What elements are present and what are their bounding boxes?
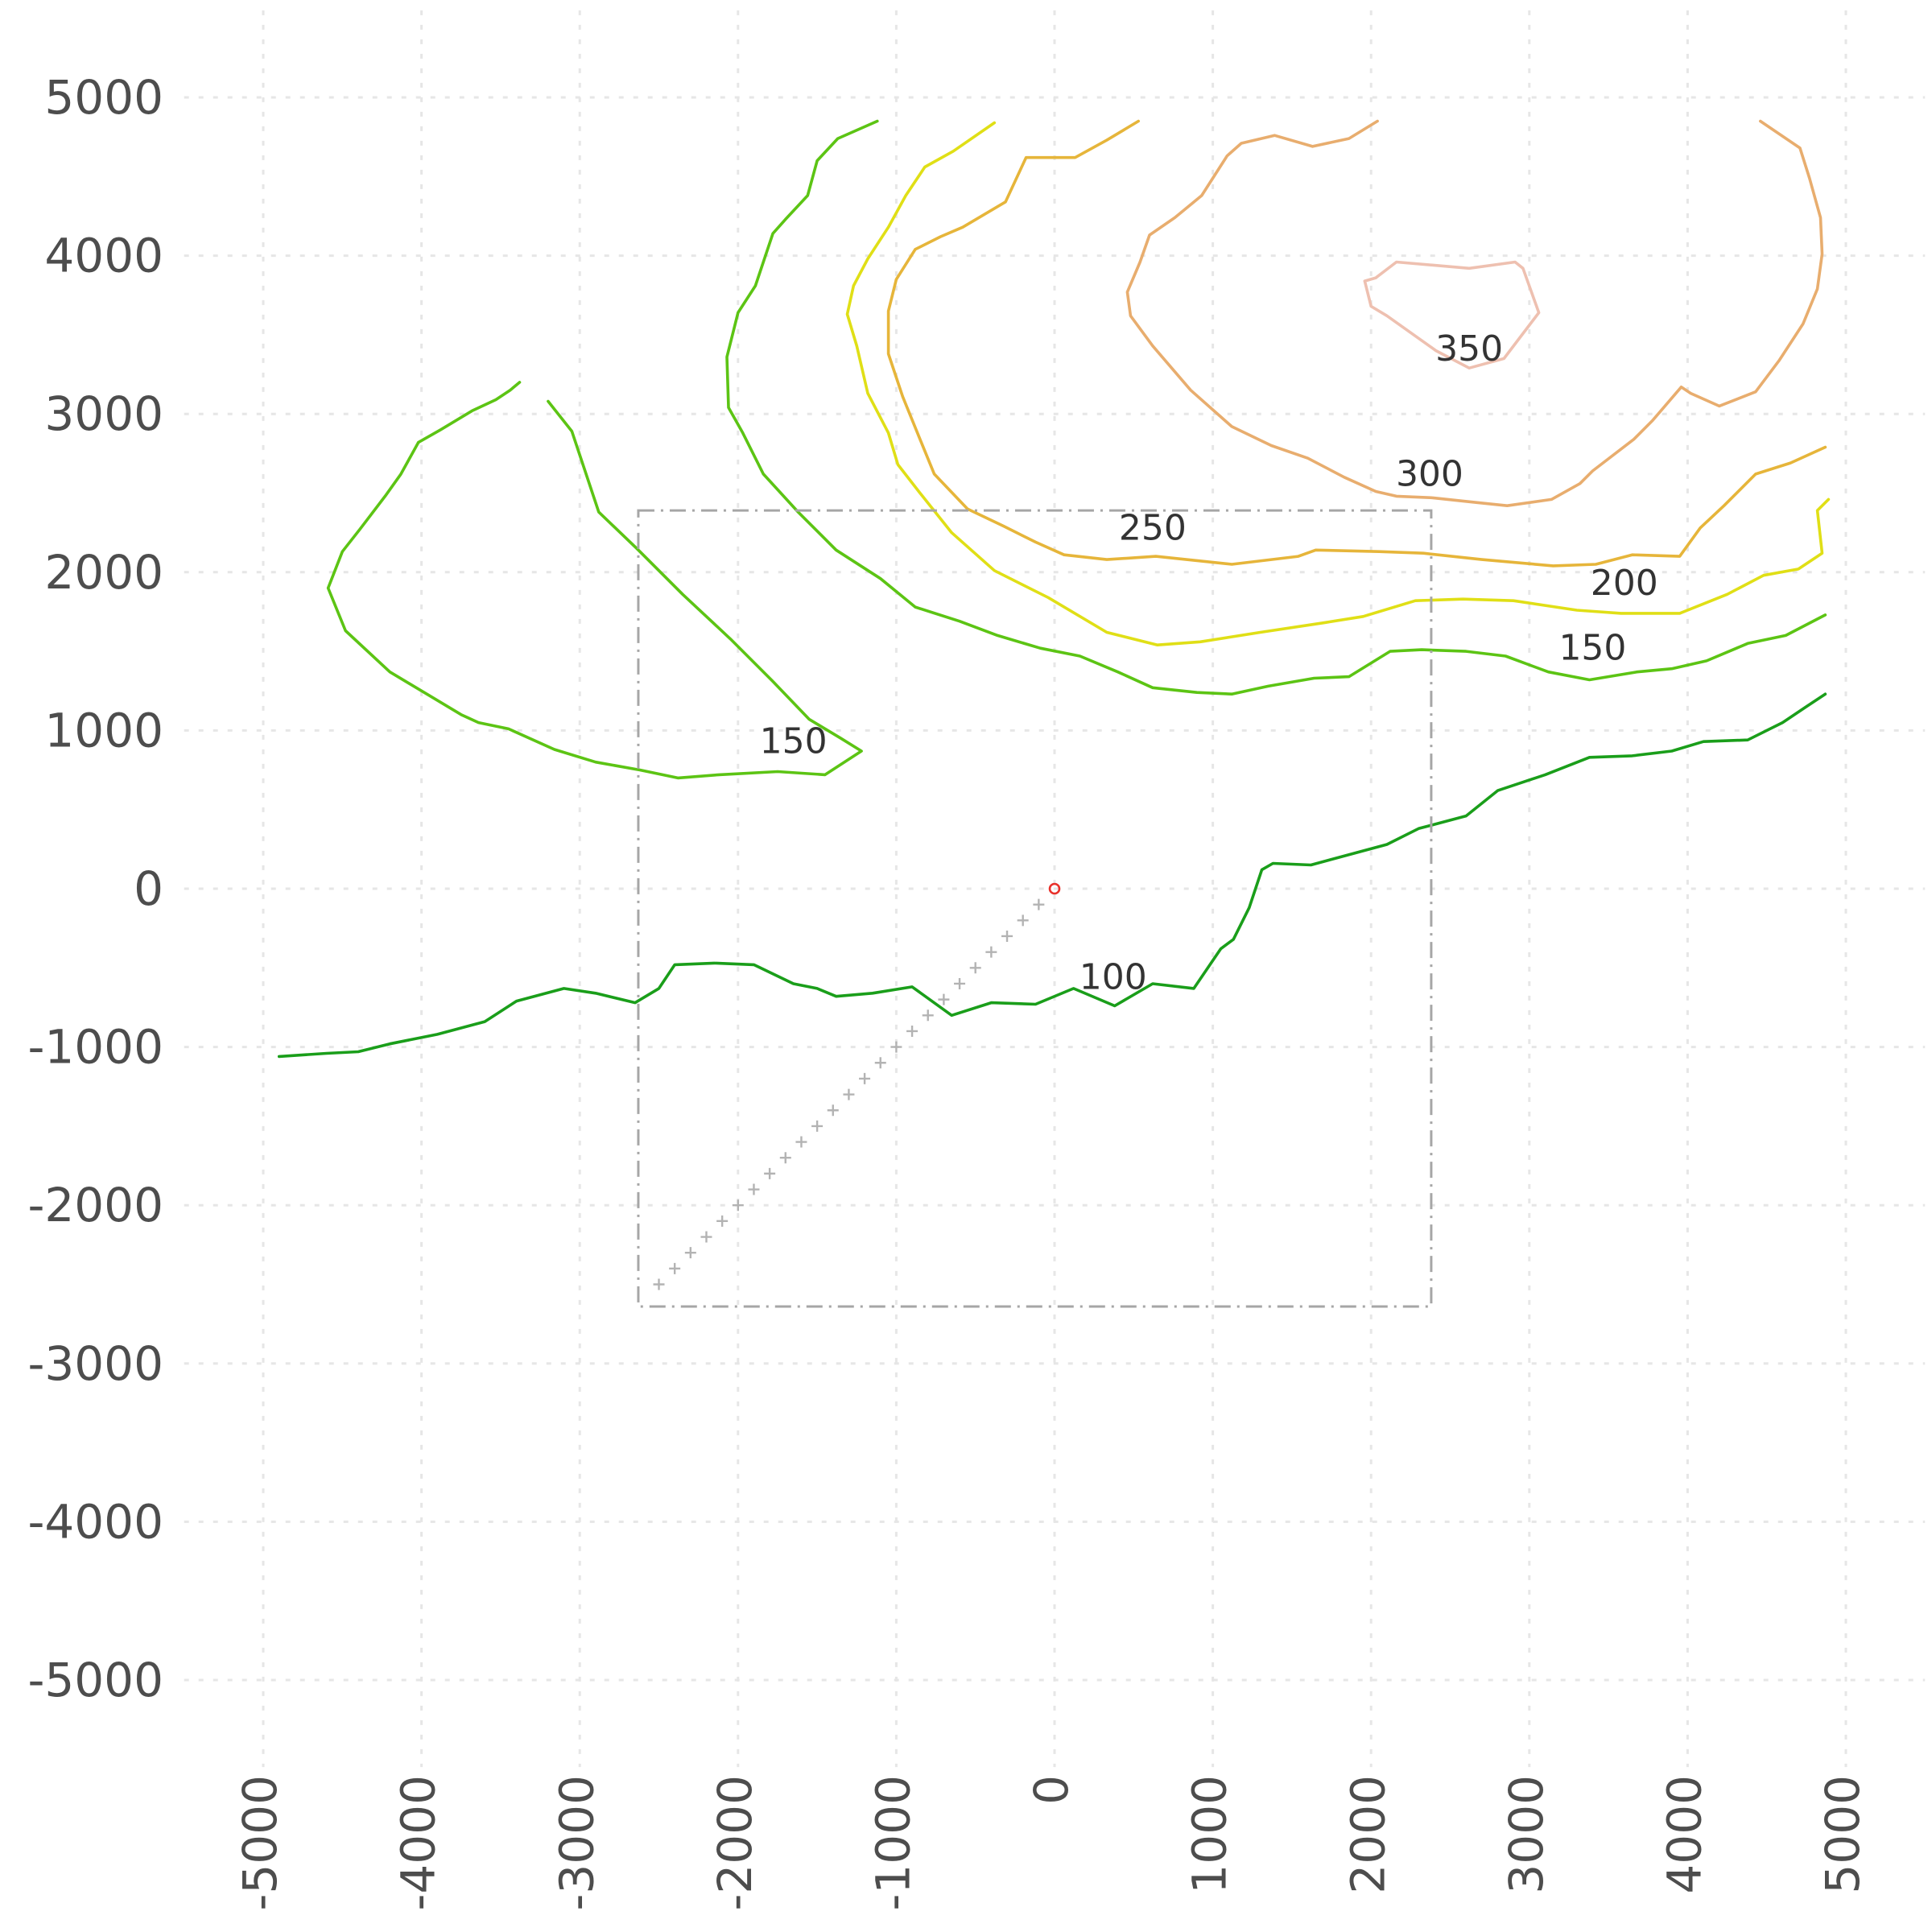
path-markers xyxy=(653,882,1061,1290)
y-tick-label: -1000 xyxy=(27,1020,163,1075)
x-tick-label: 1000 xyxy=(1183,1775,1237,1894)
path-point-marker xyxy=(843,1088,855,1100)
contour-line-100 xyxy=(277,692,1827,1059)
contour-line-150 xyxy=(725,119,1827,696)
path-point-marker xyxy=(669,1262,681,1274)
path-point-marker xyxy=(811,1120,824,1132)
path-point-marker xyxy=(874,1057,886,1069)
path-point-marker xyxy=(969,962,981,974)
contour-label-200: 200 xyxy=(1591,563,1658,604)
path-point-marker xyxy=(922,1009,934,1022)
path-point-marker xyxy=(1017,914,1029,927)
region-box xyxy=(637,509,1433,1308)
contour-line-150 xyxy=(326,381,863,780)
contour-line-300 xyxy=(1125,119,1824,507)
path-point-marker xyxy=(732,1199,744,1212)
x-tick-label: 0 xyxy=(1024,1775,1079,1805)
x-tick-label: 3000 xyxy=(1499,1775,1554,1894)
x-tick-label: -2000 xyxy=(708,1775,762,1911)
contour-label-100: 100 xyxy=(1080,957,1147,998)
x-tick-label: 4000 xyxy=(1657,1775,1712,1894)
x-tick-label: -5000 xyxy=(233,1775,287,1911)
region-rectangle xyxy=(637,509,1433,1308)
path-point-marker xyxy=(653,1278,665,1290)
grid xyxy=(184,10,1926,1768)
contour-label-350: 350 xyxy=(1435,328,1503,369)
path-point-marker xyxy=(1033,898,1045,910)
y-tick-label: 0 xyxy=(134,861,163,916)
path-point-marker xyxy=(906,1025,919,1037)
path-point-marker xyxy=(985,946,997,958)
y-tick-label: -4000 xyxy=(27,1494,163,1549)
origin-point-marker xyxy=(1048,882,1061,895)
path-point-marker xyxy=(779,1152,791,1164)
contour-line-250 xyxy=(886,119,1827,568)
path-point-marker xyxy=(827,1104,839,1117)
y-tick-label: 3000 xyxy=(44,386,163,441)
x-tick-label: -1000 xyxy=(866,1775,921,1911)
path-point-marker xyxy=(716,1215,729,1227)
x-tick-label: -3000 xyxy=(549,1775,604,1911)
x-tick-label: -4000 xyxy=(391,1775,446,1911)
contour-label-150: 150 xyxy=(760,721,828,762)
y-tick-label: -3000 xyxy=(27,1336,163,1391)
path-point-marker xyxy=(700,1231,712,1243)
x-tick-label: 2000 xyxy=(1340,1775,1395,1894)
contour-label-250: 250 xyxy=(1119,507,1187,548)
y-tick-label: 5000 xyxy=(44,70,163,125)
y-tick-label: -2000 xyxy=(27,1178,163,1232)
contour-label-300: 300 xyxy=(1396,453,1463,494)
y-tick-label: -5000 xyxy=(27,1653,163,1707)
x-tick-label: 5000 xyxy=(1815,1775,1870,1894)
path-point-marker xyxy=(1001,930,1013,942)
contour-label-150: 150 xyxy=(1558,628,1626,669)
y-tick-label: 2000 xyxy=(44,545,163,600)
path-point-marker xyxy=(938,993,950,1005)
contour-level-labels: 100 150 150 200 250 300 350 xyxy=(760,328,1658,998)
path-point-marker xyxy=(795,1136,807,1148)
contour-line-200 xyxy=(845,121,1831,646)
path-point-marker xyxy=(954,977,966,989)
path-point-marker xyxy=(684,1247,696,1259)
contour-lines xyxy=(277,119,1831,1059)
path-point-marker xyxy=(859,1072,871,1084)
path-point-marker xyxy=(748,1183,760,1195)
y-tick-label: 4000 xyxy=(44,229,163,283)
x-axis-ticks: -5000 -4000 -3000 -2000 -1000 0 1000 2000 3000 40… xyxy=(233,1775,1870,1911)
contour-line-350 xyxy=(1363,260,1541,369)
path-point-marker xyxy=(764,1167,776,1179)
y-tick-label: 1000 xyxy=(44,703,163,758)
path-point-marker xyxy=(890,1041,902,1053)
y-axis-ticks: 5000 4000 3000 2000 1000 0 -1000 -2000 -3000 -400… xyxy=(27,70,163,1707)
